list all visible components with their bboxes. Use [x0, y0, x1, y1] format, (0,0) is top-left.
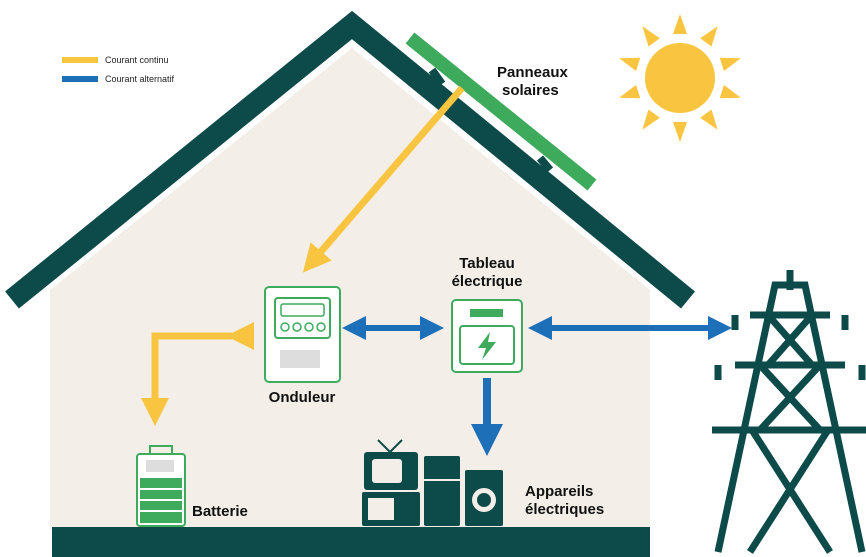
- label-line: Tableau: [459, 255, 515, 272]
- legend-label: Courant alternatif: [105, 74, 175, 84]
- label-line: Panneaux: [497, 64, 569, 81]
- inverter-label: Onduleur: [269, 389, 336, 406]
- diagram: Courant continu Courant alternatif Ondul…: [0, 0, 866, 557]
- pylon: [712, 270, 866, 552]
- legend-label: Courant continu: [105, 55, 169, 65]
- floor: [52, 527, 650, 557]
- label-line: électrique: [452, 273, 523, 290]
- label-line: Appareils: [525, 483, 593, 500]
- electrical-board: [452, 300, 522, 372]
- label-line: électriques: [525, 501, 604, 518]
- battery: [137, 446, 185, 526]
- inverter: [265, 287, 340, 382]
- battery-label: Batterie: [192, 503, 248, 520]
- sun: [617, 14, 743, 142]
- label-line: solaires: [502, 82, 559, 99]
